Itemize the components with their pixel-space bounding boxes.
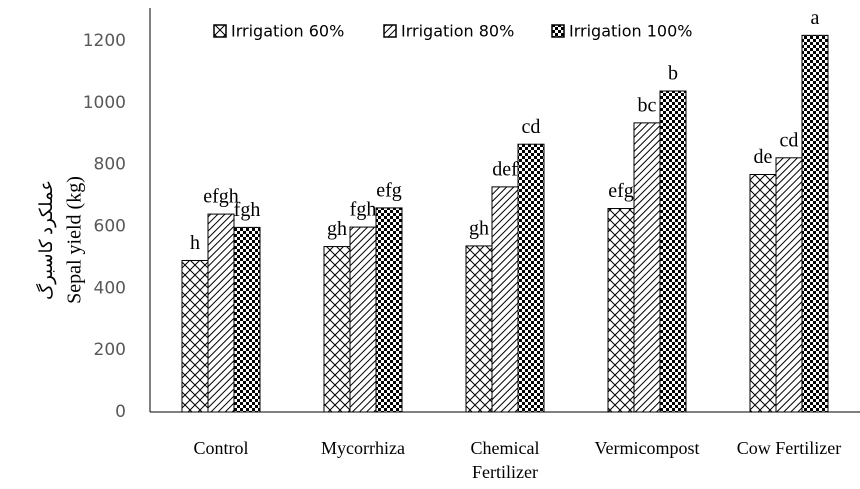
bar	[607, 208, 635, 413]
x-tick-label: Cow Fertilizer	[737, 438, 841, 458]
bar-letter: a	[811, 7, 820, 29]
x-tick-label: Vermicompost	[595, 438, 700, 458]
bar-letter: fgh	[350, 199, 377, 221]
bar	[323, 246, 351, 413]
y-axis-title-fa: عملکرد کاسبرگ	[35, 180, 57, 300]
bar-letter: def	[492, 158, 518, 180]
bar-letter: gh	[327, 218, 347, 240]
bar	[349, 226, 377, 413]
bar-letter: cd	[522, 116, 541, 138]
y-tick-label: 1000	[83, 93, 126, 113]
legend-label: Irrigation 60%	[231, 22, 344, 41]
bar	[181, 259, 209, 413]
bar-letter: efg	[608, 180, 634, 202]
x-tick-label: Mycorrhiza	[321, 438, 405, 458]
bar-letter: h	[190, 232, 200, 254]
legend-swatch	[551, 24, 565, 38]
x-tick-label: Control	[193, 438, 248, 458]
bar-letter: efgh	[203, 186, 239, 208]
bar	[233, 226, 261, 413]
legend-label: Irrigation 80%	[401, 22, 514, 41]
bar-letter: de	[754, 146, 773, 168]
bar-letter: fgh	[234, 199, 261, 221]
bar-letter: cd	[780, 129, 799, 151]
y-tick-label: 600	[94, 216, 126, 236]
bar	[465, 245, 493, 413]
y-tick-label: 400	[94, 278, 126, 298]
bar-letter: efg	[376, 180, 402, 202]
y-axis-title: Sepal yield (kg)	[64, 176, 86, 304]
legend-swatch	[213, 24, 227, 38]
bar	[775, 157, 803, 413]
x-tick-label: Chemical Fertilizer	[471, 438, 540, 482]
y-tick-label: 800	[94, 155, 126, 175]
bar	[801, 34, 829, 413]
bar	[375, 207, 403, 413]
y-tick-label: 0	[115, 402, 126, 422]
bar	[491, 186, 519, 413]
bar	[659, 90, 687, 413]
bar-letter: gh	[469, 218, 489, 240]
bar	[207, 213, 235, 413]
bar	[517, 143, 545, 413]
legend-swatch	[383, 24, 397, 38]
bar	[749, 174, 777, 413]
bar-letter: b	[668, 63, 678, 85]
y-tick-label: 1200	[83, 31, 126, 51]
bar	[633, 122, 661, 413]
legend-label: Irrigation 100%	[569, 22, 692, 41]
y-tick-label: 200	[94, 340, 126, 360]
bar-letter: bc	[638, 94, 657, 116]
